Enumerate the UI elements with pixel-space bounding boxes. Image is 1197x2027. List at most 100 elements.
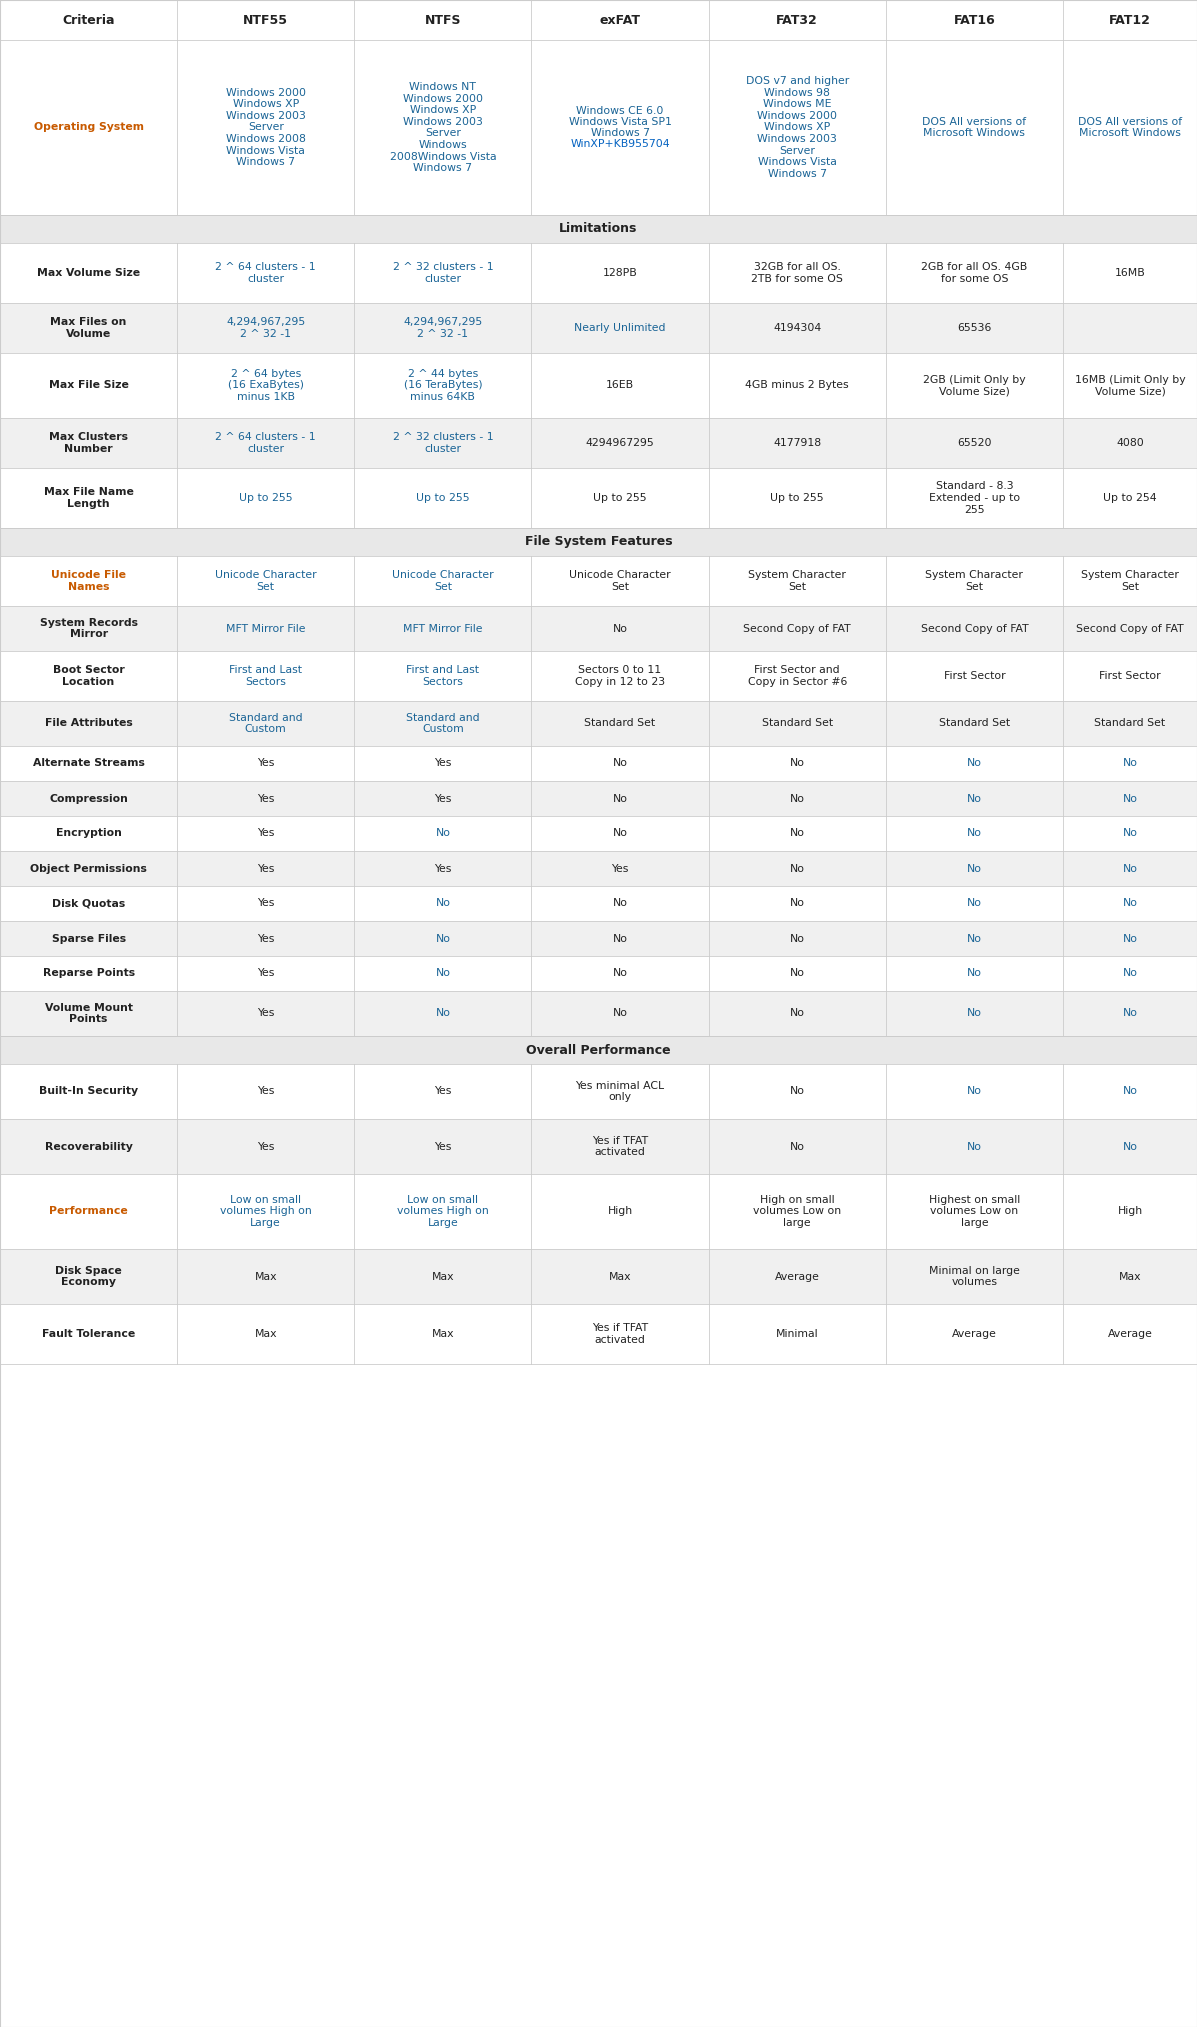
Text: High: High <box>1118 1206 1142 1216</box>
Text: Encryption: Encryption <box>55 829 122 839</box>
Bar <box>0 817 1197 851</box>
Text: MFT Mirror File: MFT Mirror File <box>226 624 305 634</box>
Text: No: No <box>1123 829 1137 839</box>
Text: Criteria: Criteria <box>62 14 115 26</box>
Bar <box>0 851 1197 886</box>
Text: Up to 255: Up to 255 <box>417 493 469 503</box>
Bar <box>0 418 1197 468</box>
Text: No: No <box>967 1009 982 1018</box>
Text: No: No <box>790 1086 804 1097</box>
Text: Max Clusters
Number: Max Clusters Number <box>49 432 128 454</box>
Text: Yes: Yes <box>257 934 274 943</box>
Text: No: No <box>1123 898 1137 908</box>
Text: Second Copy of FAT: Second Copy of FAT <box>920 624 1028 634</box>
Text: No: No <box>790 934 804 943</box>
Text: First Sector: First Sector <box>1099 671 1161 681</box>
Text: No: No <box>1123 864 1137 874</box>
Bar <box>0 1036 1197 1064</box>
Text: Unicode Character
Set: Unicode Character Set <box>570 570 670 592</box>
Text: First and Last
Sectors: First and Last Sectors <box>407 665 479 687</box>
Text: Windows 7: Windows 7 <box>590 128 650 138</box>
Bar <box>0 701 1197 746</box>
Text: Windows Vista SP1: Windows Vista SP1 <box>569 118 672 128</box>
Text: No: No <box>436 829 450 839</box>
Bar <box>0 41 1197 215</box>
Text: Yes: Yes <box>612 864 628 874</box>
Text: Operating System: Operating System <box>34 122 144 132</box>
Text: 2 ^ 64 bytes
(16 ExaBytes)
minus 1KB: 2 ^ 64 bytes (16 ExaBytes) minus 1KB <box>227 369 304 401</box>
Text: 4,294,967,295
2 ^ 32 -1: 4,294,967,295 2 ^ 32 -1 <box>226 316 305 339</box>
Text: Standard and
Custom: Standard and Custom <box>229 714 303 734</box>
Text: Second Copy of FAT: Second Copy of FAT <box>743 624 851 634</box>
Text: No: No <box>1123 1009 1137 1018</box>
Text: No: No <box>1123 969 1137 979</box>
Text: No: No <box>790 829 804 839</box>
Text: High: High <box>608 1206 632 1216</box>
Text: FAT12: FAT12 <box>1110 14 1150 26</box>
Text: 2 ^ 64 clusters - 1
cluster: 2 ^ 64 clusters - 1 cluster <box>215 432 316 454</box>
Text: No: No <box>967 758 982 768</box>
Text: Yes: Yes <box>435 758 451 768</box>
Bar <box>0 1249 1197 1303</box>
Text: 2GB for all OS. 4GB
for some OS: 2GB for all OS. 4GB for some OS <box>922 261 1027 284</box>
Text: No: No <box>613 934 627 943</box>
Text: File System Features: File System Features <box>524 535 673 549</box>
Text: Max: Max <box>255 1271 277 1281</box>
Bar <box>0 991 1197 1036</box>
Bar <box>0 920 1197 957</box>
Text: 2GB (Limit Only by
Volume Size): 2GB (Limit Only by Volume Size) <box>923 375 1026 397</box>
Text: File Attributes: File Attributes <box>44 718 133 728</box>
Text: Performance: Performance <box>49 1206 128 1216</box>
Text: No: No <box>613 829 627 839</box>
Text: Max: Max <box>255 1330 277 1340</box>
Bar <box>0 1064 1197 1119</box>
Bar <box>0 886 1197 920</box>
Text: Max: Max <box>609 1271 631 1281</box>
Text: Max Volume Size: Max Volume Size <box>37 268 140 278</box>
Text: Fault Tolerance: Fault Tolerance <box>42 1330 135 1340</box>
Text: Yes: Yes <box>257 758 274 768</box>
Text: Up to 255: Up to 255 <box>594 493 646 503</box>
Text: No: No <box>613 793 627 803</box>
Text: Max Files on
Volume: Max Files on Volume <box>50 316 127 339</box>
Text: Yes: Yes <box>435 1141 451 1151</box>
Text: Built-In Security: Built-In Security <box>40 1086 138 1097</box>
Bar <box>0 606 1197 651</box>
Text: No: No <box>790 864 804 874</box>
Text: DOS All versions of
Microsoft Windows: DOS All versions of Microsoft Windows <box>923 118 1026 138</box>
Text: Compression: Compression <box>49 793 128 803</box>
Text: FAT32: FAT32 <box>777 14 818 26</box>
Text: Yes minimal ACL
only: Yes minimal ACL only <box>576 1080 664 1103</box>
Text: 4294967295: 4294967295 <box>585 438 655 448</box>
Text: Disk Quotas: Disk Quotas <box>51 898 126 908</box>
Text: Yes if TFAT
activated: Yes if TFAT activated <box>593 1135 648 1157</box>
Text: 4,294,967,295
2 ^ 32 -1: 4,294,967,295 2 ^ 32 -1 <box>403 316 482 339</box>
Text: Unicode Character
Set: Unicode Character Set <box>215 570 316 592</box>
Text: Yes if TFAT
activated: Yes if TFAT activated <box>593 1324 648 1344</box>
Bar <box>0 468 1197 527</box>
Text: No: No <box>790 969 804 979</box>
Bar <box>0 555 1197 606</box>
Text: Yes: Yes <box>257 793 274 803</box>
Text: System Character
Set: System Character Set <box>925 570 1023 592</box>
Text: Alternate Streams: Alternate Streams <box>32 758 145 768</box>
Text: Up to 255: Up to 255 <box>771 493 824 503</box>
Bar <box>0 527 1197 555</box>
Text: No: No <box>790 898 804 908</box>
Text: No: No <box>436 969 450 979</box>
Text: 128PB: 128PB <box>602 268 638 278</box>
Text: No: No <box>436 934 450 943</box>
Text: exFAT: exFAT <box>600 14 640 26</box>
Text: NTFS: NTFS <box>425 14 461 26</box>
Text: Standard Set: Standard Set <box>1094 718 1166 728</box>
Text: No: No <box>790 1141 804 1151</box>
Text: Yes: Yes <box>257 864 274 874</box>
Text: Average: Average <box>774 1271 820 1281</box>
Text: Max File Size: Max File Size <box>49 381 128 391</box>
Text: No: No <box>967 829 982 839</box>
Bar <box>0 215 1197 243</box>
Text: No: No <box>613 624 627 634</box>
Text: 4080: 4080 <box>1116 438 1144 448</box>
Text: 65520: 65520 <box>958 438 991 448</box>
Text: 16MB (Limit Only by
Volume Size): 16MB (Limit Only by Volume Size) <box>1075 375 1185 397</box>
